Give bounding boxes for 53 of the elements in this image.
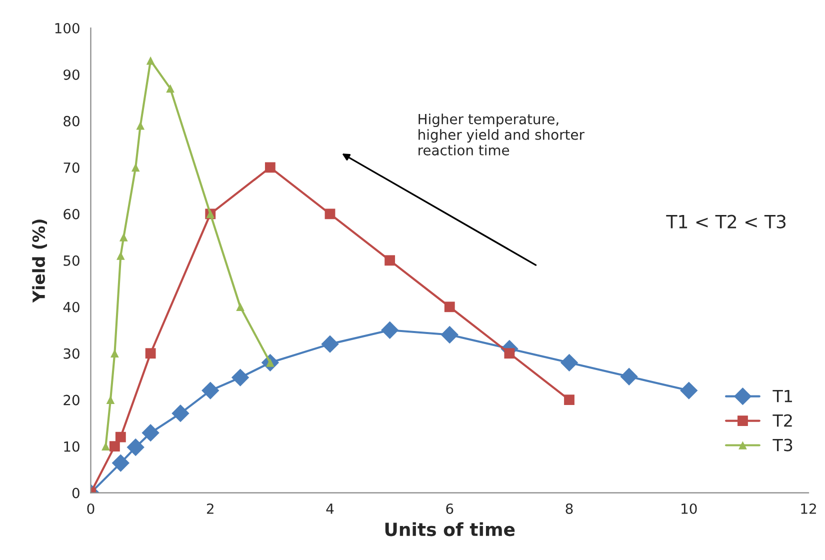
y-axis-title: Yield (%) <box>32 220 47 303</box>
y-tick-label: 70 <box>64 162 80 173</box>
point <box>109 441 120 452</box>
point <box>115 432 126 442</box>
point <box>560 354 578 372</box>
point <box>444 302 455 312</box>
point <box>321 335 339 353</box>
y-tick-label: 100 <box>55 22 80 34</box>
y-tick-label: 0 <box>72 488 80 498</box>
annotation: T1 < T2 < T3 <box>666 214 786 228</box>
point <box>106 396 115 404</box>
y-tick-label: 60 <box>64 208 80 220</box>
y-tick-label: 90 <box>64 69 80 80</box>
x-axis-title: Units of time <box>385 522 515 536</box>
y-tick-label: 40 <box>63 302 80 312</box>
point <box>146 56 155 65</box>
x-tick-label: 12 <box>801 503 816 514</box>
point <box>202 382 220 400</box>
x-tick-label: 2 <box>206 503 214 514</box>
point <box>145 348 156 359</box>
y-tick-label: 10 <box>64 441 80 452</box>
point <box>380 321 399 339</box>
y-tick-label: 30 <box>64 348 80 359</box>
point <box>166 84 174 93</box>
legend-label: T3 <box>772 438 792 452</box>
point <box>136 121 145 130</box>
y-tick-label: 50 <box>64 255 80 266</box>
point <box>119 232 128 242</box>
y-tick-label: 80 <box>64 116 80 126</box>
point <box>440 326 458 344</box>
point <box>112 454 130 472</box>
y-tick-label: 20 <box>64 394 80 406</box>
legend-label: T2 <box>772 414 792 427</box>
x-tick-label: 4 <box>326 504 334 514</box>
point <box>126 438 144 456</box>
annotation: Higher temperature, higher yield and shorter reaction time <box>418 114 584 156</box>
point <box>680 382 698 400</box>
x-tick-label: 0 <box>87 503 94 514</box>
point <box>504 348 515 359</box>
point <box>620 368 638 386</box>
x-tick-label: 6 <box>446 503 454 514</box>
point <box>236 302 244 312</box>
point <box>264 162 276 173</box>
point <box>172 404 190 422</box>
point <box>231 368 250 386</box>
point <box>564 394 574 406</box>
point <box>142 424 160 442</box>
x-tick-label: 8 <box>566 503 573 514</box>
point <box>116 252 125 260</box>
point <box>324 208 336 220</box>
x-tick-label: 10 <box>682 503 697 514</box>
legend-label: T1 <box>772 390 792 402</box>
point <box>384 255 396 266</box>
